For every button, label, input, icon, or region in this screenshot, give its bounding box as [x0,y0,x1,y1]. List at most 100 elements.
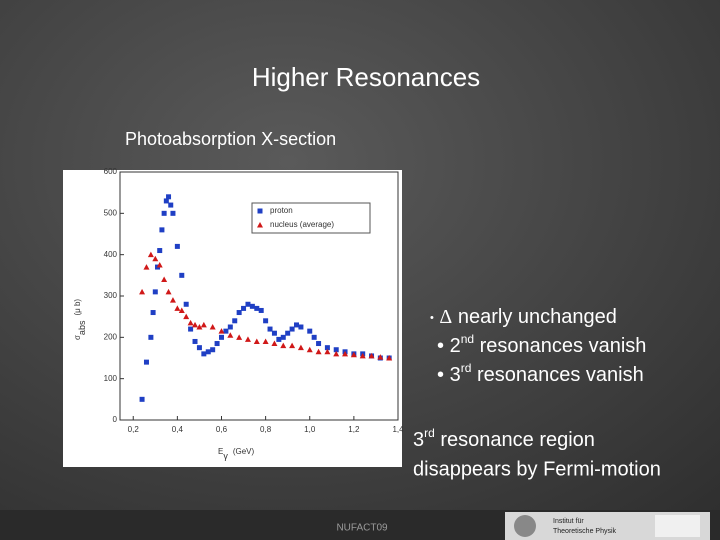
point [245,301,251,307]
point [333,347,339,353]
point [267,326,273,332]
point [170,210,176,216]
x-tick-label: 0,8 [260,425,272,434]
note-text: resonance region [440,429,595,451]
point [294,322,300,328]
point [174,243,180,249]
bullet: • 2nd resonances vanish [437,332,646,357]
point [368,352,375,359]
point [183,301,189,307]
point [163,198,169,204]
point [205,349,211,355]
legend-box [251,202,371,234]
ordinal: nd [461,332,474,346]
legend-label: nucleus (average) [270,220,334,229]
point [209,324,216,330]
point [179,272,185,278]
point [271,340,278,347]
point [350,351,357,358]
x-label-symbol: E [218,447,223,456]
point [271,330,277,336]
point [324,345,330,351]
point [200,321,207,328]
point [241,305,247,311]
point [316,341,322,347]
point [157,248,163,254]
logo-text: Theoretische Physik [553,528,617,535]
number: 3 [413,429,424,451]
note: disappears by Fermi-motion [413,458,661,480]
subtitle: Photoabsorption X-section [125,129,336,149]
x-tick-label: 0,2 [128,425,140,434]
point [166,194,172,200]
point [333,350,340,357]
bullet: • 3rd resonances vanish [437,361,644,386]
point [150,310,156,316]
point [285,330,291,336]
point [262,338,269,344]
point [143,264,150,270]
y-tick-label: 0 [113,415,118,424]
point [258,307,264,313]
point [276,336,282,342]
point [227,324,233,330]
logo-icon [514,515,536,537]
point [315,348,322,355]
point [307,328,313,334]
point [192,338,198,344]
point [254,305,260,311]
point [253,338,260,344]
ordinal: rd [461,361,472,375]
y-label-unit: (μ b) [73,299,82,316]
point [289,326,295,332]
bullet-text: resonances vanish [477,364,644,386]
footer: NUFACT09 [336,523,388,534]
y-tick-label: 300 [104,291,118,300]
number: 3 [450,364,461,386]
y-label-symbol: σ [73,335,82,340]
ordinal: rd [424,426,435,440]
point [377,354,384,360]
point [289,342,296,349]
point [161,210,167,216]
point [223,328,229,334]
point [196,324,203,330]
point [196,345,202,351]
point [148,334,154,340]
point [263,318,269,324]
x-tick-label: 0,4 [172,425,184,434]
y-tick-label: 100 [104,374,118,383]
point [210,347,216,353]
x-label-subscript: γ [223,451,228,461]
note: 3rd resonance region [413,426,595,451]
bullet-text: resonances vanish [480,335,647,357]
point [187,319,194,326]
point [218,334,224,340]
x-axis-label: Eγ (GeV) [218,447,255,461]
point [143,359,149,365]
point [280,342,287,349]
bullet-mark: • [437,335,444,357]
number: 2 [450,335,461,357]
legend-marker [257,208,263,214]
point [298,324,304,330]
point [174,305,181,311]
point [168,202,174,208]
point [192,321,199,328]
bullet: • Δ nearly unchanged [430,306,617,329]
point [165,288,172,295]
point [159,227,165,233]
y-tick-label: 600 [104,167,118,176]
legend-label: proton [270,206,293,215]
slide-title: Higher Resonances [252,62,480,92]
point [324,348,331,355]
point [152,255,159,262]
point [139,288,146,295]
bullet-mark: • [437,364,444,386]
y-tick-label: 500 [104,208,118,217]
point [297,344,304,351]
logo-emblem [655,515,700,537]
point [161,276,168,282]
point [201,351,207,357]
